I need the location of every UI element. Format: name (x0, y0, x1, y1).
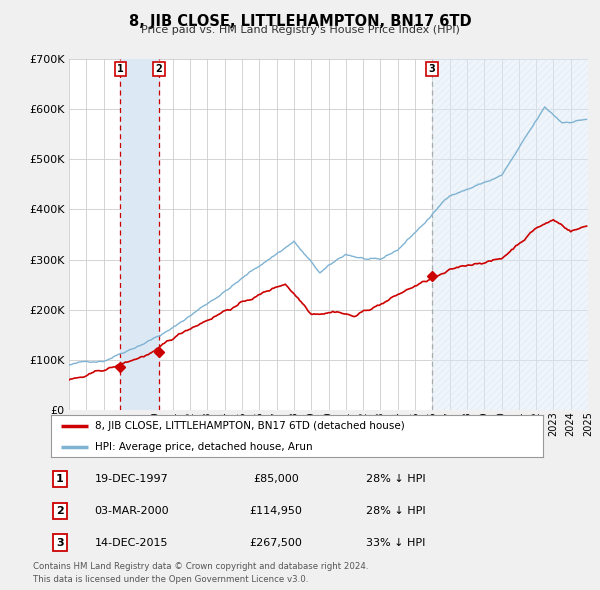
Text: £267,500: £267,500 (250, 538, 302, 548)
Text: 3: 3 (56, 538, 64, 548)
Text: 2: 2 (56, 506, 64, 516)
Text: 19-DEC-1997: 19-DEC-1997 (95, 474, 169, 484)
Text: Contains HM Land Registry data © Crown copyright and database right 2024.: Contains HM Land Registry data © Crown c… (33, 562, 368, 571)
Text: Price paid vs. HM Land Registry's House Price Index (HPI): Price paid vs. HM Land Registry's House … (140, 25, 460, 35)
Text: 8, JIB CLOSE, LITTLEHAMPTON, BN17 6TD (detached house): 8, JIB CLOSE, LITTLEHAMPTON, BN17 6TD (d… (95, 421, 405, 431)
Text: HPI: Average price, detached house, Arun: HPI: Average price, detached house, Arun (95, 442, 313, 451)
Text: 14-DEC-2015: 14-DEC-2015 (95, 538, 169, 548)
Bar (432, 59, 588, 410)
Text: 03-MAR-2000: 03-MAR-2000 (95, 506, 169, 516)
Text: £114,950: £114,950 (250, 506, 302, 516)
Text: 2: 2 (155, 64, 163, 74)
Bar (121, 59, 159, 410)
Text: This data is licensed under the Open Government Licence v3.0.: This data is licensed under the Open Gov… (33, 575, 308, 584)
Text: 3: 3 (428, 64, 435, 74)
Text: 1: 1 (117, 64, 124, 74)
Text: 1: 1 (56, 474, 64, 484)
Text: 33% ↓ HPI: 33% ↓ HPI (367, 538, 425, 548)
Text: 28% ↓ HPI: 28% ↓ HPI (366, 506, 426, 516)
Text: 8, JIB CLOSE, LITTLEHAMPTON, BN17 6TD: 8, JIB CLOSE, LITTLEHAMPTON, BN17 6TD (128, 14, 472, 28)
Text: 28% ↓ HPI: 28% ↓ HPI (366, 474, 426, 484)
Text: £85,000: £85,000 (253, 474, 299, 484)
